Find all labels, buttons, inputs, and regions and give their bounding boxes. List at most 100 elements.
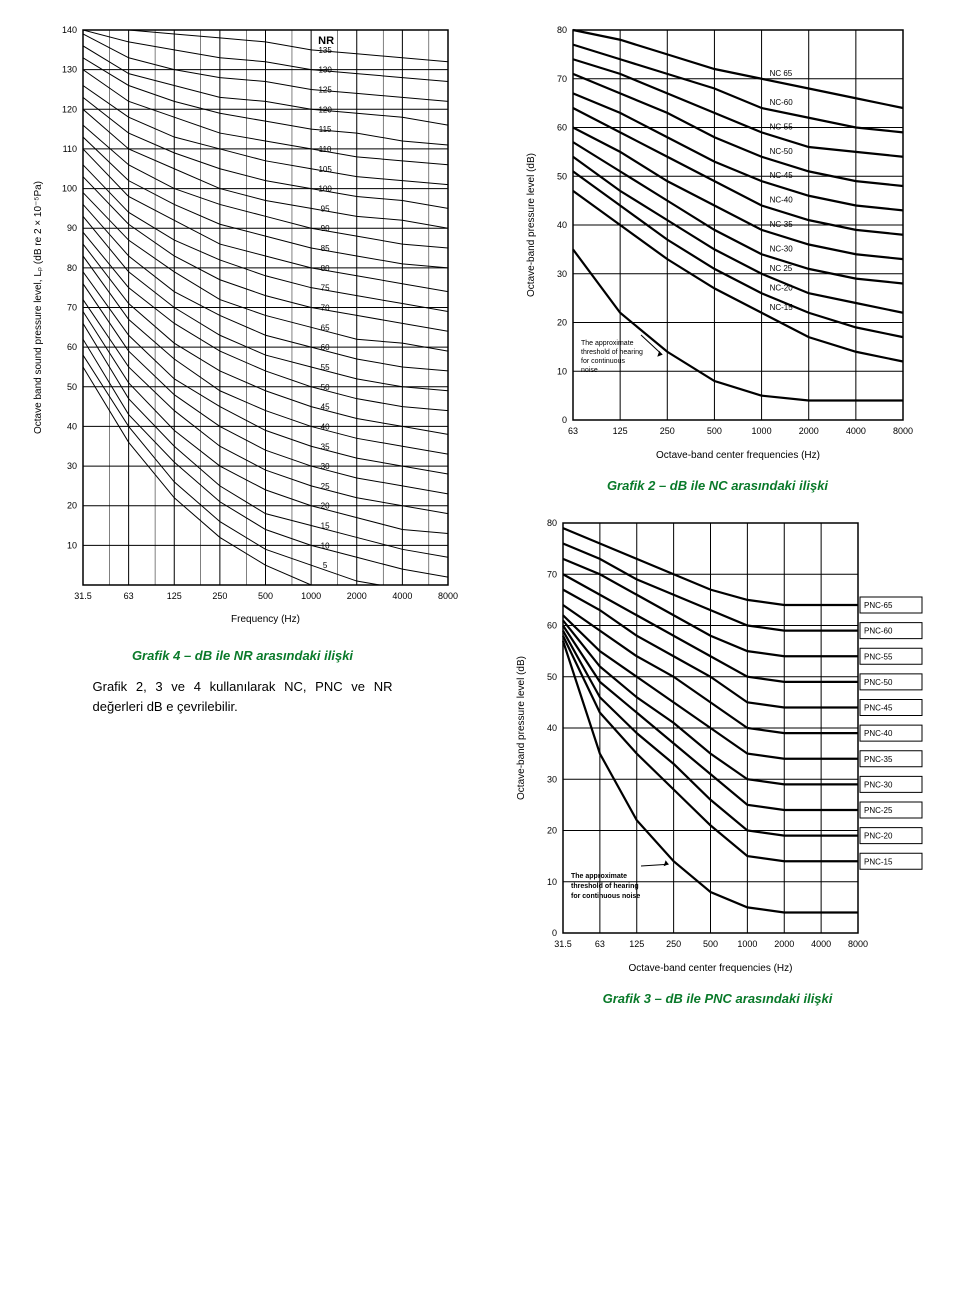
svg-text:1000: 1000 xyxy=(737,939,757,949)
svg-text:60: 60 xyxy=(546,621,556,631)
svg-text:10: 10 xyxy=(66,540,76,550)
svg-text:500: 500 xyxy=(702,939,717,949)
svg-text:10: 10 xyxy=(556,366,566,376)
svg-text:4000: 4000 xyxy=(392,591,412,601)
svg-text:threshold of hearing: threshold of hearing xyxy=(581,349,643,356)
chart2: 0102030405060708063125250500100020004000… xyxy=(518,20,918,470)
svg-text:95: 95 xyxy=(320,204,329,213)
svg-text:125: 125 xyxy=(612,426,627,436)
svg-text:PNC-60: PNC-60 xyxy=(864,627,893,636)
svg-text:8000: 8000 xyxy=(437,591,457,601)
svg-text:90: 90 xyxy=(66,223,76,233)
svg-text:63: 63 xyxy=(123,591,133,601)
svg-text:20: 20 xyxy=(546,826,556,836)
svg-text:250: 250 xyxy=(212,591,227,601)
svg-text:10: 10 xyxy=(546,877,556,887)
svg-text:Frequency (Hz): Frequency (Hz) xyxy=(231,614,300,625)
svg-text:110: 110 xyxy=(318,145,331,154)
svg-text:110: 110 xyxy=(62,144,76,154)
svg-text:PNC-50: PNC-50 xyxy=(864,678,893,687)
svg-text:NC-50: NC-50 xyxy=(769,147,793,156)
svg-text:NC-35: NC-35 xyxy=(769,220,793,229)
svg-text:50: 50 xyxy=(320,383,329,392)
svg-text:20: 20 xyxy=(66,501,76,511)
svg-text:NC 25: NC 25 xyxy=(769,264,792,273)
svg-text:50: 50 xyxy=(66,382,76,392)
svg-text:125: 125 xyxy=(318,85,332,94)
svg-text:The approximate: The approximate xyxy=(581,340,634,347)
svg-text:30: 30 xyxy=(66,461,76,471)
svg-text:4000: 4000 xyxy=(811,939,831,949)
svg-text:70: 70 xyxy=(546,569,556,579)
chart4-cell: 10203040506070809010011012013014031.5631… xyxy=(20,20,465,716)
svg-text:PNC-65: PNC-65 xyxy=(864,601,893,610)
svg-text:60: 60 xyxy=(66,342,76,352)
svg-text:10: 10 xyxy=(320,541,329,550)
svg-text:130: 130 xyxy=(61,65,76,75)
svg-text:NC-40: NC-40 xyxy=(769,196,793,205)
chart3: 0102030405060708031.56312525050010002000… xyxy=(508,513,928,983)
svg-text:4000: 4000 xyxy=(845,426,865,436)
svg-text:Octave-band center frequencies: Octave-band center frequencies (Hz) xyxy=(628,963,792,974)
svg-text:threshold of hearing: threshold of hearing xyxy=(571,883,639,890)
svg-text:NC-20: NC-20 xyxy=(769,283,793,292)
svg-text:NC-55: NC-55 xyxy=(769,122,793,131)
svg-text:50: 50 xyxy=(546,672,556,682)
svg-text:PNC-15: PNC-15 xyxy=(864,857,893,866)
page: 0102030405060708063125250500100020004000… xyxy=(20,20,940,1006)
svg-text:2000: 2000 xyxy=(774,939,794,949)
svg-text:8000: 8000 xyxy=(892,426,912,436)
svg-text:40: 40 xyxy=(546,723,556,733)
svg-text:25: 25 xyxy=(320,482,329,491)
chart2-cell: 0102030405060708063125250500100020004000… xyxy=(495,20,940,493)
svg-text:70: 70 xyxy=(66,303,76,313)
svg-text:NC-45: NC-45 xyxy=(769,171,793,180)
svg-text:120: 120 xyxy=(61,104,76,114)
svg-text:45: 45 xyxy=(320,403,329,412)
svg-text:PNC-20: PNC-20 xyxy=(864,832,893,841)
svg-text:PNC-30: PNC-30 xyxy=(864,780,893,789)
svg-text:PNC-55: PNC-55 xyxy=(864,652,893,661)
svg-text:250: 250 xyxy=(659,426,674,436)
svg-text:40: 40 xyxy=(320,422,329,431)
svg-text:65: 65 xyxy=(320,323,329,332)
svg-text:31.5: 31.5 xyxy=(554,939,572,949)
svg-text:85: 85 xyxy=(320,244,329,253)
svg-text:100: 100 xyxy=(318,185,332,194)
svg-text:noise: noise xyxy=(581,367,598,374)
svg-text:55: 55 xyxy=(320,363,329,372)
svg-text:NC-60: NC-60 xyxy=(769,98,793,107)
svg-text:63: 63 xyxy=(567,426,577,436)
svg-text:80: 80 xyxy=(66,263,76,273)
svg-text:20: 20 xyxy=(556,318,566,328)
svg-text:70: 70 xyxy=(320,304,329,313)
svg-text:70: 70 xyxy=(556,74,566,84)
svg-text:31.5: 31.5 xyxy=(74,591,92,601)
svg-text:Octave band sound pressure lev: Octave band sound pressure level, Lₚ (dB… xyxy=(33,181,44,434)
chart4: 10203040506070809010011012013014031.5631… xyxy=(23,20,463,640)
svg-text:40: 40 xyxy=(556,220,566,230)
chart4-caption: Grafik 4 – dB ile NR arasındaki ilişki xyxy=(132,648,353,663)
svg-text:40: 40 xyxy=(66,421,76,431)
svg-text:0: 0 xyxy=(561,415,566,425)
svg-text:NC-15: NC-15 xyxy=(769,303,793,312)
svg-text:5: 5 xyxy=(322,561,327,570)
svg-text:250: 250 xyxy=(666,939,681,949)
svg-text:50: 50 xyxy=(556,171,566,181)
svg-text:30: 30 xyxy=(546,774,556,784)
svg-text:60: 60 xyxy=(556,123,566,133)
svg-text:500: 500 xyxy=(706,426,721,436)
svg-text:80: 80 xyxy=(546,518,556,528)
svg-text:2000: 2000 xyxy=(798,426,818,436)
svg-text:Octave-band center frequencies: Octave-band center frequencies (Hz) xyxy=(656,450,820,461)
svg-text:0: 0 xyxy=(551,928,556,938)
svg-text:2000: 2000 xyxy=(346,591,366,601)
svg-text:8000: 8000 xyxy=(847,939,867,949)
svg-text:105: 105 xyxy=(318,165,332,174)
svg-text:20: 20 xyxy=(320,502,329,511)
body-text: Grafik 2, 3 ve 4 kullanılarak NC, PNC ve… xyxy=(93,677,393,716)
svg-text:60: 60 xyxy=(320,343,329,352)
svg-text:PNC-45: PNC-45 xyxy=(864,704,893,713)
svg-text:30: 30 xyxy=(556,269,566,279)
svg-text:125: 125 xyxy=(629,939,644,949)
